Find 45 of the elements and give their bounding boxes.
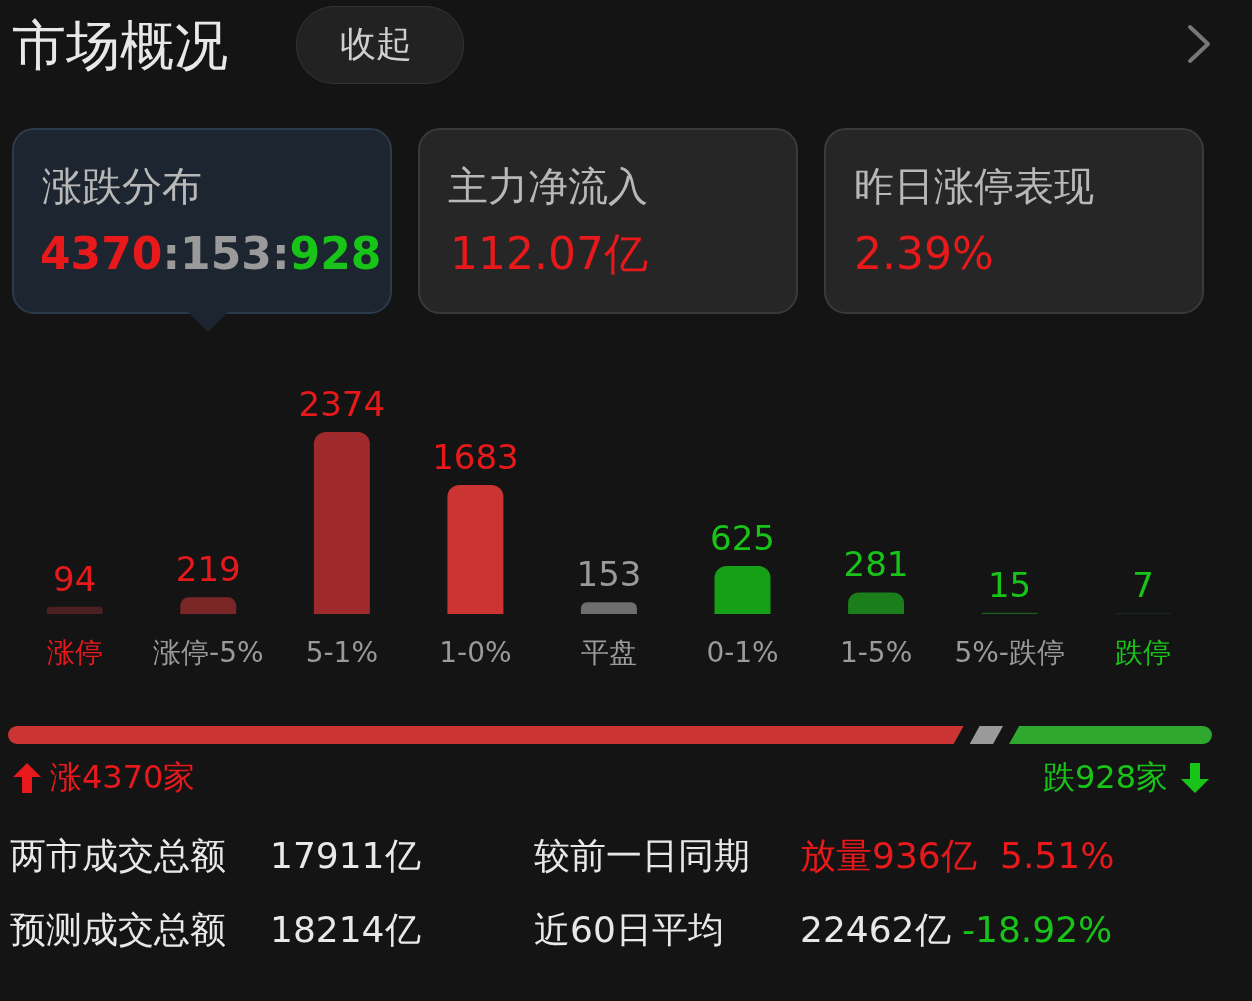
data-label: 7: [1132, 565, 1154, 606]
bar: [46, 606, 103, 614]
text: 较前一日同期: [534, 834, 750, 878]
text: 近60日平均: [534, 908, 724, 952]
x-tick-label: 1-5%: [839, 636, 913, 669]
text: 涨跌分布: [42, 162, 202, 210]
text: 17911亿: [270, 834, 421, 878]
x-tick-label: 5-1%: [305, 636, 379, 669]
bar: [848, 592, 905, 614]
data-label: 2374: [298, 384, 386, 424]
text: 放量936亿: [800, 834, 977, 878]
text: 112.07亿: [450, 228, 648, 281]
text: -18.92%: [962, 908, 1113, 952]
data-label: 153: [576, 554, 642, 595]
x-tick-label: 跌停: [1115, 636, 1172, 669]
text: 涨4370家: [50, 758, 196, 797]
data-label: 15: [987, 564, 1032, 605]
bar: [714, 566, 771, 614]
data-label: 1683: [432, 436, 519, 477]
text: 2.39%: [854, 228, 994, 281]
bar: [180, 597, 237, 614]
bar: [313, 432, 370, 614]
data-label: 94: [53, 558, 97, 599]
bar: [447, 484, 504, 614]
data-label: 219: [175, 549, 241, 590]
x-tick-label: 平盘: [581, 636, 637, 669]
data-label: 281: [843, 544, 909, 585]
text: 收起: [340, 22, 412, 66]
text: 主力净流入: [448, 162, 648, 210]
x-tick-label: 涨停: [46, 636, 103, 669]
text: 跌928家: [1042, 758, 1168, 797]
data-label: 625: [710, 518, 775, 559]
x-tick-label: 1-0%: [439, 636, 512, 669]
text: 18214亿: [270, 908, 421, 952]
text: 22462亿: [800, 908, 951, 952]
x-tick-label: 5%-跌停: [954, 636, 1065, 669]
text: 5.51%: [1000, 834, 1115, 878]
x-tick-label: 0-1%: [706, 636, 779, 669]
text: 两市成交总额: [10, 834, 226, 878]
text: 市场概况: [12, 14, 228, 79]
bar: [580, 602, 637, 614]
text: 昨日涨停表现: [854, 162, 1094, 210]
x-tick-label: 涨停-5%: [153, 636, 264, 669]
text: 预测成交总额: [10, 908, 226, 952]
text: 4370:153:928: [40, 228, 382, 279]
